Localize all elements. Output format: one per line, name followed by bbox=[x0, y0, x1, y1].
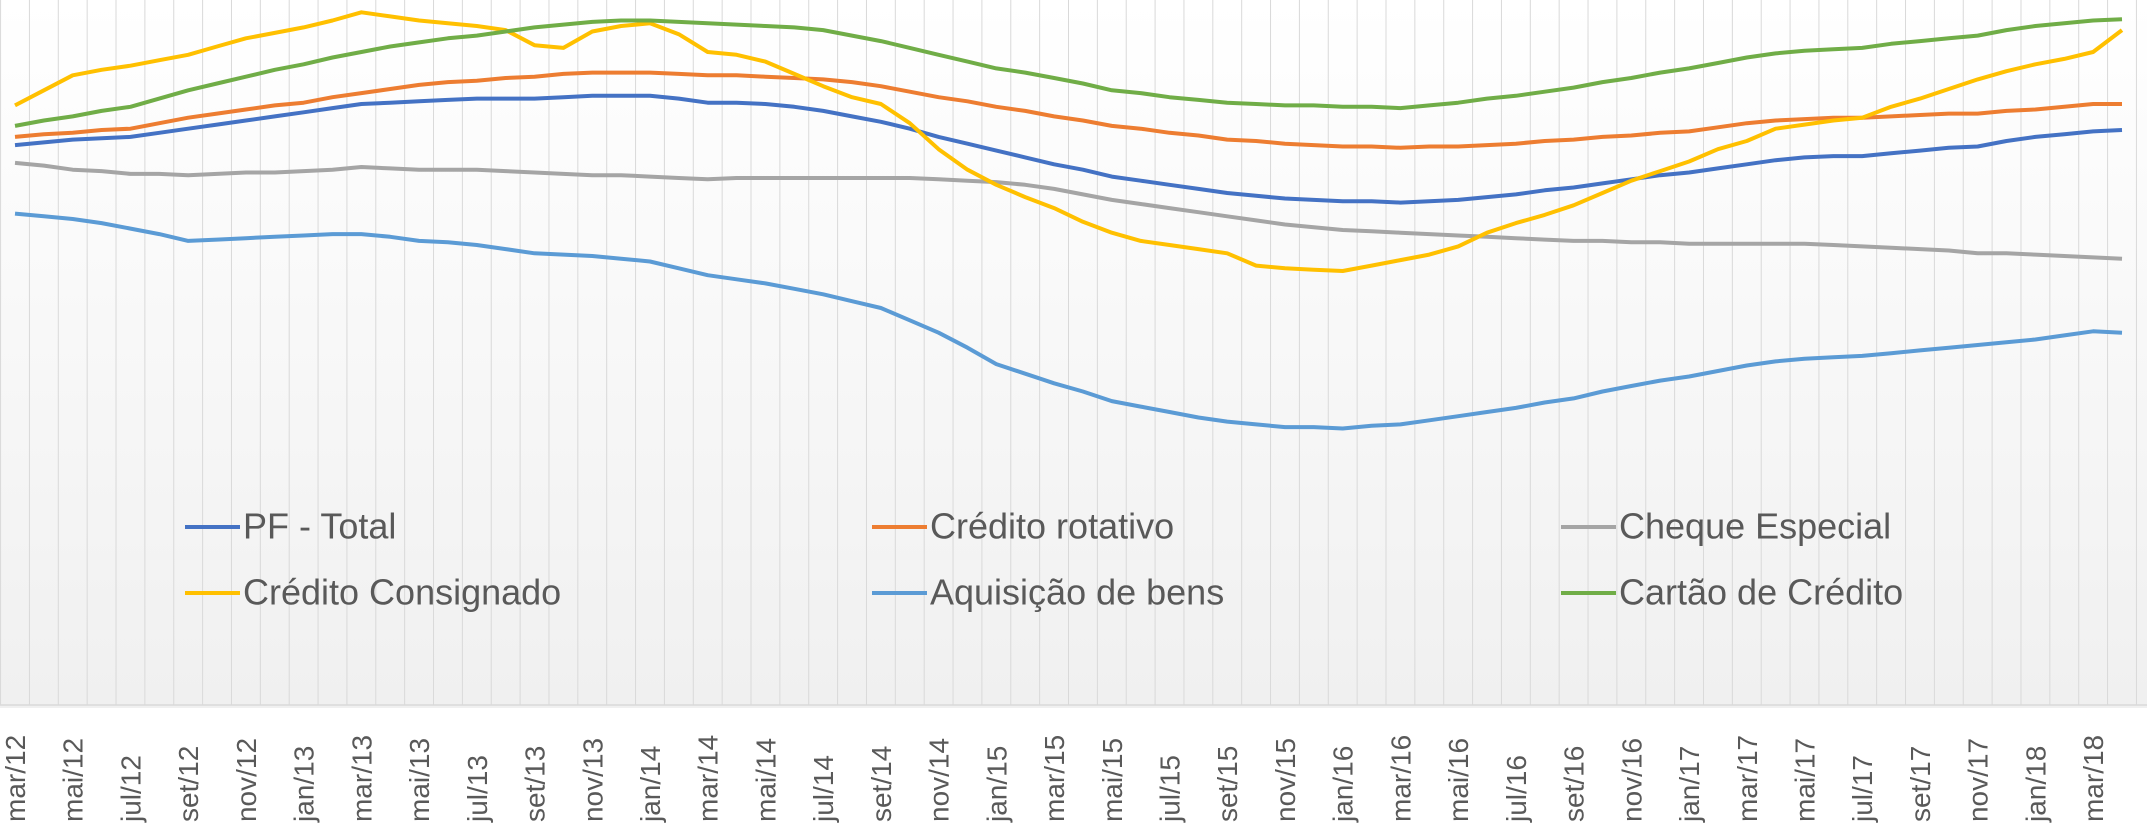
x-tick-label: jul/16 bbox=[1501, 755, 1532, 823]
x-tick-label: jan/15 bbox=[981, 746, 1012, 823]
x-tick-label: jul/13 bbox=[462, 755, 493, 823]
series-line bbox=[14, 211, 2123, 431]
x-tick-label: set/15 bbox=[1212, 746, 1243, 822]
legend-label: Cartão de Crédito bbox=[1619, 572, 1903, 613]
x-tick-label: mar/15 bbox=[1039, 735, 1070, 822]
x-tick-label: mar/13 bbox=[346, 735, 377, 822]
x-tick-label: mai/16 bbox=[1443, 738, 1474, 822]
x-tick-label: nov/16 bbox=[1616, 738, 1647, 822]
x-tick-label: mai/12 bbox=[58, 738, 89, 822]
series-line bbox=[14, 93, 2123, 205]
x-tick-label: mai/15 bbox=[1097, 738, 1128, 822]
x-tick-label: jul/15 bbox=[1155, 755, 1186, 823]
x-tick-label: nov/17 bbox=[1963, 738, 1994, 822]
x-tick-label: set/17 bbox=[1905, 746, 1936, 822]
legend: PF - Total Crédito rotativo Cheque Especia… bbox=[185, 506, 1903, 613]
x-tick-label: nov/13 bbox=[577, 738, 608, 822]
x-tick-label: jan/13 bbox=[289, 746, 320, 823]
series-line bbox=[14, 160, 2123, 261]
x-tick-label: nov/14 bbox=[924, 738, 955, 822]
x-tick-label: nov/15 bbox=[1270, 738, 1301, 822]
x-tick-label: mai/17 bbox=[1790, 738, 1821, 822]
x-tick-label: nov/12 bbox=[231, 738, 262, 822]
legend-label: PF - Total bbox=[243, 506, 396, 547]
x-tick-label: set/16 bbox=[1559, 746, 1590, 822]
legend-label: Crédito Consignado bbox=[243, 572, 561, 613]
x-tick-label: jul/14 bbox=[808, 755, 839, 823]
x-tick-label: mai/14 bbox=[750, 738, 781, 822]
series-line bbox=[14, 17, 2123, 128]
x-tick-label: jul/17 bbox=[1847, 755, 1878, 823]
x-tick-label: mar/18 bbox=[2078, 735, 2109, 822]
x-tick-label: jan/14 bbox=[635, 746, 666, 823]
legend-label: Cheque Especial bbox=[1619, 506, 1891, 547]
x-tick-label: jan/18 bbox=[2020, 746, 2051, 823]
x-axis: mar/12 mai/12 jul/12 set/12 nov/12 jan/13 mar/… bbox=[0, 735, 2109, 823]
series-line bbox=[14, 70, 2122, 150]
x-tick-label: set/12 bbox=[173, 746, 204, 822]
x-tick-label: set/14 bbox=[866, 746, 897, 822]
x-tick-label: mar/14 bbox=[693, 735, 724, 822]
legend-label: Crédito rotativo bbox=[930, 506, 1174, 547]
x-tick-label: mar/17 bbox=[1732, 735, 1763, 822]
x-tick-label: mar/16 bbox=[1385, 735, 1416, 822]
x-tick-label: jan/16 bbox=[1328, 746, 1359, 823]
series-line bbox=[14, 10, 2124, 273]
x-tick-label: set/13 bbox=[520, 746, 551, 822]
x-tick-label: jan/17 bbox=[1674, 746, 1705, 823]
series-lines bbox=[14, 10, 2124, 431]
x-tick-label: jul/12 bbox=[115, 755, 146, 823]
x-tick-label: mai/13 bbox=[404, 738, 435, 822]
x-tick-label: mar/12 bbox=[0, 735, 31, 822]
legend-label: Aquisição de bens bbox=[930, 572, 1224, 613]
